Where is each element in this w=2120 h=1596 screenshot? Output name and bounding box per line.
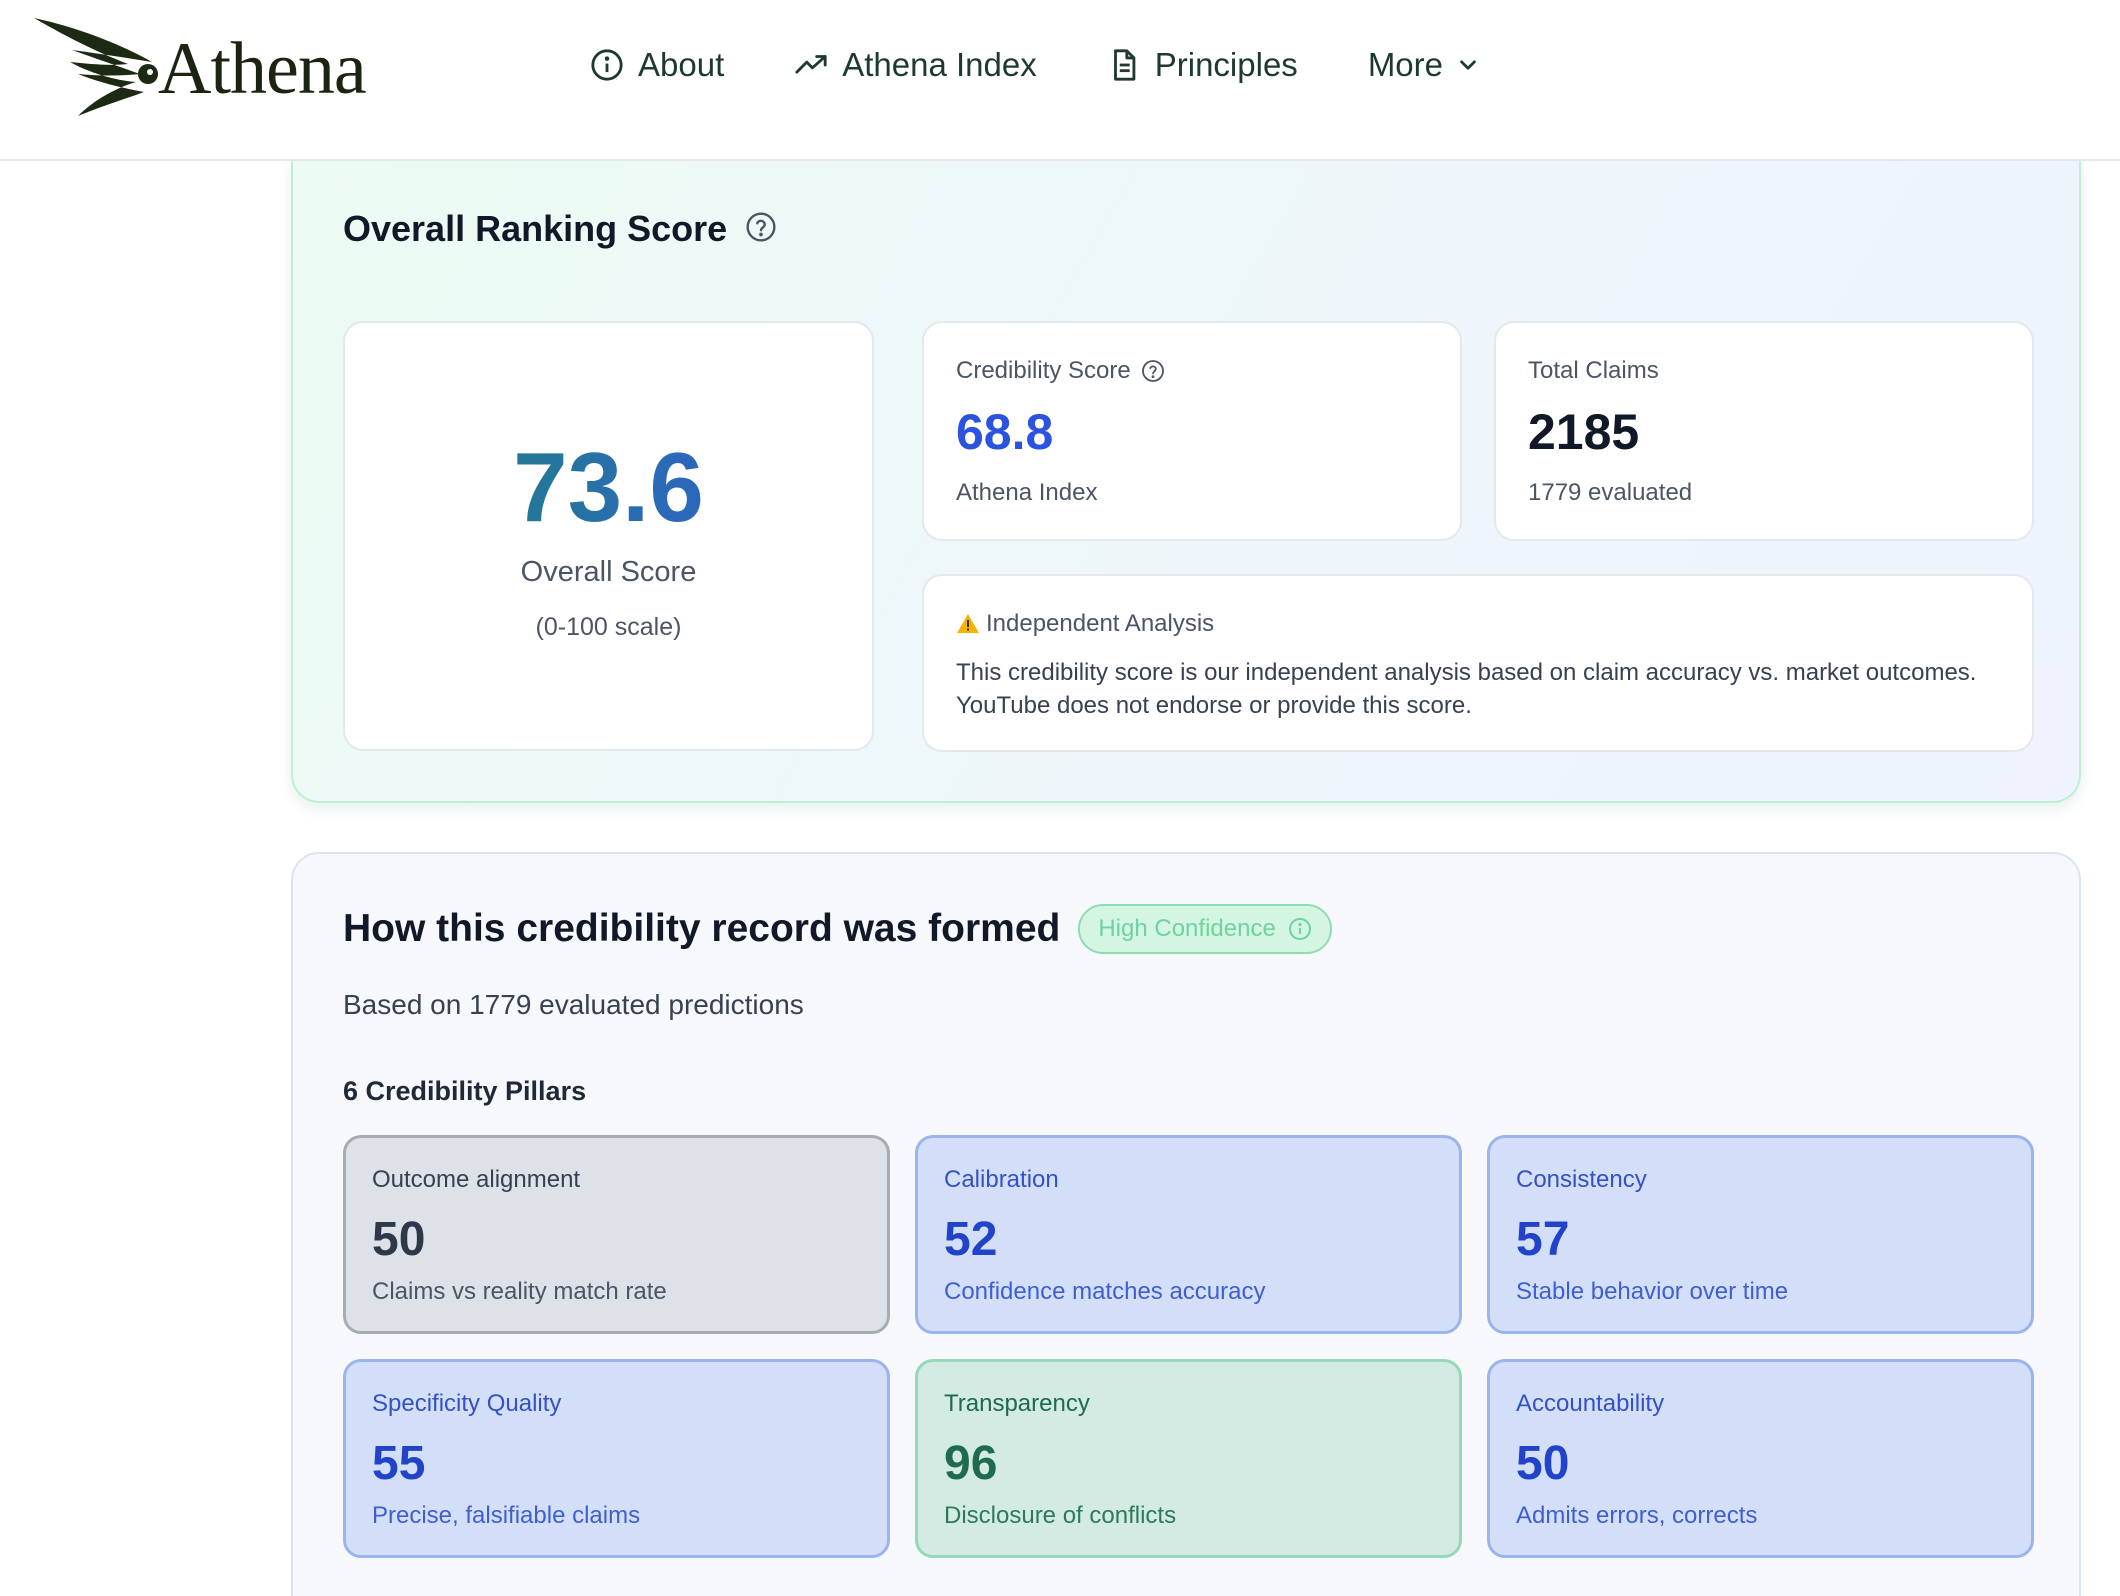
confidence-badge[interactable]: High Confidence <box>1078 904 1332 954</box>
pillar-consistency[interactable]: Consistency 57 Stable behavior over time <box>1487 1135 2034 1334</box>
confidence-badge-label: High Confidence <box>1098 915 1276 942</box>
document-icon <box>1113 49 1136 81</box>
help-circle-icon[interactable] <box>1141 359 1165 383</box>
overall-score-label: Overall Score <box>520 556 697 588</box>
pillar-name: Calibration <box>944 1166 1059 1193</box>
nav-principles[interactable]: Principles <box>1107 46 1298 84</box>
pillar-description: Claims vs reality match rate <box>372 1278 667 1305</box>
owl-wing-logo-icon <box>34 18 158 116</box>
warning-icon <box>957 614 979 633</box>
pillar-name: Outcome alignment <box>372 1166 581 1193</box>
notice-text: This credibility score is our independen… <box>956 659 1977 719</box>
nav-athena-index-label: Athena Index <box>842 46 1037 83</box>
credibility-score-label: Credibility Score <box>956 357 1131 384</box>
ranking-card-header: Overall Ranking Score <box>343 208 777 250</box>
pillar-description: Confidence matches accuracy <box>944 1278 1266 1305</box>
pillar-name: Consistency <box>1516 1166 1647 1193</box>
total-claims-value: 2185 <box>1528 404 1640 460</box>
pillar-name: Accountability <box>1516 1390 1665 1417</box>
nav-more-dropdown[interactable]: More <box>1368 46 1481 84</box>
credibility-score-sub: Athena Index <box>956 479 1098 506</box>
pillar-score: 96 <box>944 1437 998 1490</box>
pillar-description: Disclosure of conflicts <box>944 1502 1177 1529</box>
pillar-name: Transparency <box>944 1390 1090 1417</box>
nav-principles-label: Principles <box>1154 46 1298 83</box>
total-claims-label: Total Claims <box>1528 357 1659 384</box>
record-subtitle: Based on 1779 evaluated predictions <box>343 989 804 1020</box>
total-claims-panel: Total Claims 2185 1779 evaluated <box>1494 321 2034 541</box>
main-nav: About Athena Index Principles More <box>590 36 1551 94</box>
pillar-description: Admits errors, corrects <box>1516 1502 1758 1529</box>
overall-ranking-card: Overall Ranking Score 73.6 Overall Score… <box>291 158 2081 803</box>
pillar-description: Precise, falsifiable claims <box>372 1502 641 1529</box>
pillar-specificity-quality[interactable]: Specificity Quality 55 Precise, falsifia… <box>343 1359 890 1558</box>
credibility-score-value: 68.8 <box>956 404 1054 460</box>
help-circle-icon[interactable] <box>745 211 777 248</box>
pillar-score: 57 <box>1516 1213 1570 1266</box>
top-navigation-bar: Athena About Athena Index Principles <box>0 0 2120 161</box>
chevron-down-icon <box>1460 60 1476 70</box>
notice-header: Independent Analysis <box>956 610 1214 638</box>
athena-logo[interactable]: Athena <box>32 12 412 122</box>
credibility-score-panel: Credibility Score 68.8 Athena Index <box>922 321 1462 541</box>
pillar-score: 52 <box>944 1213 998 1266</box>
pillar-description: Stable behavior over time <box>1516 1278 1789 1305</box>
overall-score-scale: (0-100 scale) <box>535 613 682 641</box>
ranking-title: Overall Ranking Score <box>343 208 728 249</box>
pillar-name: Specificity Quality <box>372 1390 562 1417</box>
pillar-accountability[interactable]: Accountability 50 Admits errors, correct… <box>1487 1359 2034 1558</box>
pillar-score: 55 <box>372 1437 426 1490</box>
nav-about-label: About <box>638 46 725 83</box>
credibility-record-card: How this credibility record was formed H… <box>291 852 2081 1596</box>
nav-about[interactable]: About <box>590 46 724 84</box>
logo-wordmark: Athena <box>158 27 367 110</box>
pillar-transparency[interactable]: Transparency 96 Disclosure of conflicts <box>915 1359 1462 1558</box>
credibility-score-header: Credibility Score <box>956 357 1165 385</box>
pillars-heading: 6 Credibility Pillars <box>343 1076 587 1106</box>
record-title: How this credibility record was formed <box>343 907 1061 950</box>
independent-analysis-notice: Independent Analysis This credibility sc… <box>922 574 2034 752</box>
record-card-header: How this credibility record was formed H… <box>343 904 1332 954</box>
nav-athena-index[interactable]: Athena Index <box>794 46 1037 84</box>
overall-score-panel: 73.6 Overall Score (0-100 scale) <box>343 321 874 751</box>
pillar-outcome-alignment[interactable]: Outcome alignment 50 Claims vs reality m… <box>343 1135 890 1334</box>
notice-title: Independent Analysis <box>986 610 1215 637</box>
pillar-score: 50 <box>372 1213 426 1266</box>
info-circle-icon <box>1288 918 1311 940</box>
info-circle-icon <box>591 49 623 81</box>
nav-more-label: More <box>1367 46 1443 83</box>
pillar-calibration[interactable]: Calibration 52 Confidence matches accura… <box>915 1135 1462 1334</box>
overall-score-value: 73.6 <box>345 438 872 536</box>
trending-up-icon <box>795 55 827 74</box>
pillar-score: 50 <box>1516 1437 1570 1490</box>
total-claims-sub: 1779 evaluated <box>1528 479 1693 506</box>
